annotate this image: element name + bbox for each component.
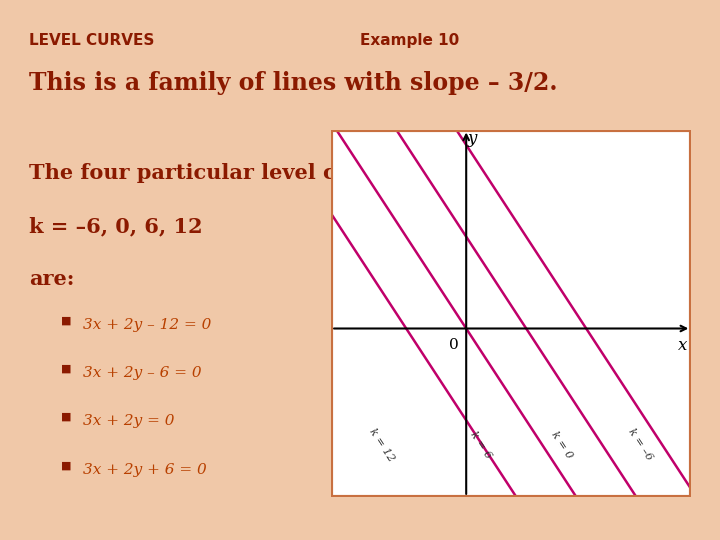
Text: ■: ■ (61, 460, 72, 470)
Text: x: x (678, 337, 687, 354)
Text: Example 10: Example 10 (360, 33, 459, 49)
Text: ■: ■ (61, 363, 72, 374)
Text: y: y (468, 130, 477, 147)
Text: are:: are: (29, 269, 74, 289)
Text: 3x + 2y – 6 = 0: 3x + 2y – 6 = 0 (83, 366, 202, 380)
Text: LEVEL CURVES: LEVEL CURVES (29, 33, 154, 49)
Text: 3x + 2y – 12 = 0: 3x + 2y – 12 = 0 (83, 318, 211, 332)
Text: k = –6: k = –6 (626, 427, 654, 463)
Text: k = 0: k = 0 (550, 429, 575, 460)
Text: ■: ■ (61, 412, 72, 422)
Text: 3x + 2y + 6 = 0: 3x + 2y + 6 = 0 (83, 463, 207, 477)
Text: k = 12: k = 12 (368, 427, 397, 463)
Text: ■: ■ (61, 315, 72, 325)
Text: k = 6: k = 6 (469, 429, 494, 460)
Text: 3x + 2y = 0: 3x + 2y = 0 (83, 414, 174, 428)
Text: k = –6, 0, 6, 12: k = –6, 0, 6, 12 (29, 216, 202, 236)
Text: 0: 0 (449, 339, 459, 352)
Text: This is a family of lines with slope – 3/2.: This is a family of lines with slope – 3… (29, 71, 557, 95)
Text: The four particular level curves with: The four particular level curves with (29, 163, 457, 183)
